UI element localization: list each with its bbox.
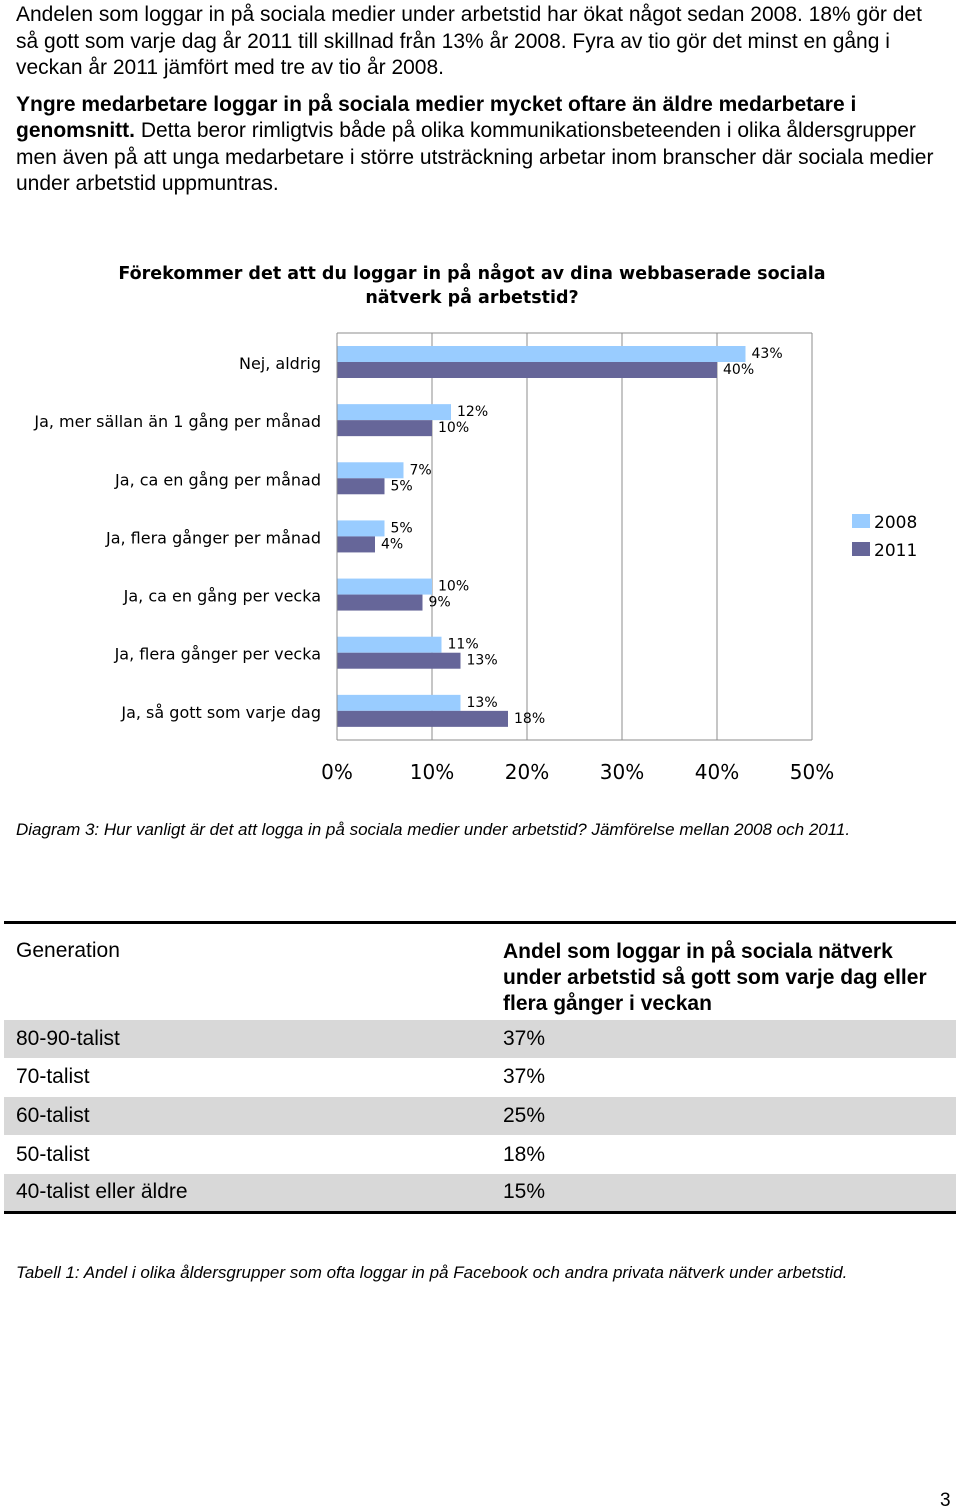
category-label: Nej, aldrig — [239, 354, 321, 373]
bar-value-label: 9% — [429, 595, 451, 611]
bar-2011 — [337, 362, 717, 378]
bar-2008 — [337, 578, 432, 595]
table-row: 60-talist 25% — [4, 1096, 956, 1136]
legend-label: 2008 — [874, 513, 917, 533]
bar-2011 — [337, 420, 432, 437]
table-cell-share: 37% — [503, 1065, 546, 1089]
table-cell-generation: 50-talist — [16, 1142, 90, 1166]
bar-value-label: 10% — [438, 420, 469, 436]
bar-value-label: 18% — [514, 711, 545, 727]
table-row: 70-talist 37% — [4, 1058, 956, 1097]
legend-swatch-2011 — [852, 542, 870, 556]
bar-2011 — [337, 478, 385, 495]
category-label: Ja, flera gånger per vecka — [114, 645, 321, 664]
bar-2011 — [337, 710, 508, 727]
chart-title-line-1: Förekommer det att du loggar in på något… — [118, 264, 826, 284]
category-label: Ja, ca en gång per vecka — [123, 587, 321, 606]
bar-value-label: 5% — [391, 478, 413, 494]
intro-highlight: Yngre medarbetare loggar in på sociala m… — [16, 92, 857, 143]
table-row: 50-talist 18% — [4, 1135, 956, 1174]
x-tick-label: 40% — [695, 760, 739, 784]
bar-2008 — [337, 346, 746, 362]
bar-value-label: 11% — [448, 637, 479, 653]
table-header-share: Andel som loggar in på sociala nätverk u… — [491, 921, 956, 1020]
bar-value-label: 43% — [752, 346, 783, 362]
x-tick-label: 20% — [505, 760, 549, 784]
intro-paragraph-2: Yngre medarbetare loggar in på sociala m… — [16, 92, 946, 198]
bar-2011 — [337, 594, 423, 611]
bar-value-label: 12% — [457, 404, 488, 420]
intro-text: Andelen som loggar in på sociala medier … — [16, 2, 946, 198]
bar-2011 — [337, 652, 461, 669]
bar-2008 — [337, 462, 404, 479]
bar-value-label: 40% — [723, 362, 754, 378]
bar-2008 — [337, 404, 451, 421]
table-cell-generation: 80-90-talist — [16, 1026, 120, 1050]
category-label: Ja, så gott som varje dag — [120, 703, 321, 722]
category-label: Ja, ca en gång per månad — [114, 470, 321, 489]
legend-label: 2011 — [874, 541, 917, 561]
legend-swatch-2008 — [852, 514, 870, 528]
table-header-row: Generation Andel som loggar in på social… — [4, 921, 956, 1020]
bar-2008 — [337, 636, 442, 653]
chart-title-line-2: nätverk på arbetstid? — [365, 288, 579, 308]
bar-2011 — [337, 536, 375, 553]
intro-paragraph-1: Andelen som loggar in på sociala medier … — [16, 3, 922, 79]
intro-paragraph-2-rest: Detta beror rimligtvis både på olika kom… — [16, 119, 934, 195]
generation-table: Generation Andel som loggar in på social… — [4, 921, 956, 1214]
table-header-generation: Generation — [4, 921, 491, 1020]
table-caption: Tabell 1: Andel i olika åldersgrupper so… — [16, 1263, 848, 1282]
bar-value-label: 7% — [410, 462, 432, 478]
category-label: Ja, mer sällan än 1 gång per månad — [33, 412, 321, 431]
table-row: 80-90-talist 37% — [4, 1019, 956, 1059]
table-row: 40-talist eller äldre 15% — [4, 1173, 956, 1213]
table-cell-share: 25% — [503, 1103, 546, 1127]
x-tick-label: 10% — [410, 760, 454, 784]
bar-2008 — [337, 520, 385, 537]
bar-value-label: 13% — [467, 653, 498, 669]
bar-chart: 0% 10% 20% 30% 40% 50%Nej, aldrig 43%40%Ja, me… — [33, 332, 917, 784]
table-cell-share: 37% — [503, 1026, 546, 1050]
x-tick-label: 50% — [790, 760, 834, 784]
bar-value-label: 5% — [391, 520, 413, 536]
x-tick-label: 30% — [600, 760, 644, 784]
table-cell-share: 18% — [503, 1142, 546, 1166]
bar-value-label: 13% — [467, 695, 498, 711]
bar-2008 — [337, 694, 461, 711]
bar-value-label: 4% — [381, 536, 403, 552]
table-cell-generation: 60-talist — [16, 1103, 90, 1127]
bar-value-label: 10% — [438, 579, 469, 595]
category-label: Ja, flera gånger per månad — [105, 528, 321, 547]
page-number: 3 — [940, 1490, 951, 1511]
table-cell-generation: 40-talist eller äldre — [16, 1180, 188, 1204]
chart-caption: Diagram 3: Hur vanligt är det att logga … — [16, 820, 851, 839]
table-cell-share: 15% — [503, 1180, 546, 1204]
x-tick-label: 0% — [321, 760, 353, 784]
table-cell-generation: 70-talist — [16, 1065, 90, 1089]
chart-title: Förekommer det att du loggar in på något… — [0, 262, 944, 310]
